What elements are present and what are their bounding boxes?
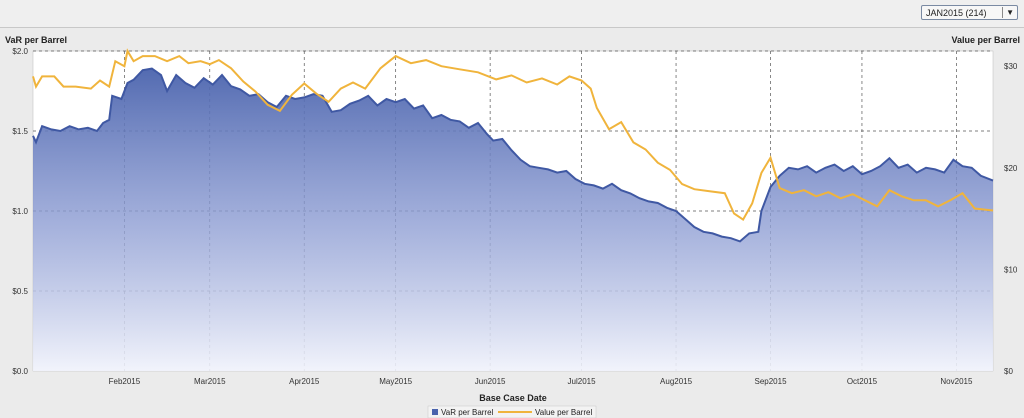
right-axis-ticks: $0 $10 $20 $30 (1004, 62, 1018, 376)
right-tick-label: $10 (1004, 265, 1018, 274)
x-tick-label: Oct2015 (847, 377, 878, 386)
top-toolbar: JAN2015 (214) ▼ (0, 0, 1024, 28)
left-axis-ticks: $0.0 $0.5 $1.0 $1.5 $2.0 (12, 47, 28, 376)
caret-down-icon[interactable]: ▼ (1006, 8, 1014, 17)
legend-label-value: Value per Barrel (535, 408, 592, 417)
right-tick-label: $30 (1004, 62, 1018, 71)
right-tick-label: $0 (1004, 367, 1013, 376)
x-axis-title: Base Case Date (479, 393, 547, 403)
x-tick-label: Sep2015 (755, 377, 788, 386)
x-tick-label: Nov2015 (940, 377, 973, 386)
legend-swatch-var (432, 409, 438, 415)
x-tick-label: Aug2015 (660, 377, 693, 386)
var-area-series (33, 68, 993, 371)
x-axis-ticks: Feb2015 Mar2015 Apr2015 May2015 Jun2015 Jul20… (109, 377, 973, 386)
period-select-value: JAN2015 (214) (926, 8, 987, 18)
var-value-chart: $0.0 $0.5 $1.0 $1.5 $2.0 $0 $10 $20 $30 Feb2015… (5, 35, 1020, 418)
x-tick-label: Jun2015 (475, 377, 506, 386)
x-tick-label: Feb2015 (109, 377, 141, 386)
left-tick-label: $1.5 (12, 127, 28, 136)
x-tick-label: May2015 (379, 377, 412, 386)
left-tick-label: $1.0 (12, 207, 28, 216)
x-tick-label: Mar2015 (194, 377, 226, 386)
legend-label-var: VaR per Barrel (441, 408, 494, 417)
legend: VaR per Barrel Value per Barrel (427, 405, 597, 418)
left-axis-title: VaR per Barrel (5, 35, 67, 45)
left-tick-label: $2.0 (12, 47, 28, 56)
left-tick-label: $0.0 (12, 367, 28, 376)
left-tick-label: $0.5 (12, 287, 28, 296)
value-line-series (32, 48, 994, 222)
right-tick-label: $20 (1004, 164, 1018, 173)
select-divider (1002, 7, 1003, 18)
period-select[interactable]: JAN2015 (214) ▼ (921, 5, 1018, 20)
x-tick-label: Jul2015 (568, 377, 597, 386)
x-tick-label: Apr2015 (289, 377, 320, 386)
var-line-series (32, 67, 994, 243)
right-axis-title: Value per Barrel (951, 35, 1020, 45)
